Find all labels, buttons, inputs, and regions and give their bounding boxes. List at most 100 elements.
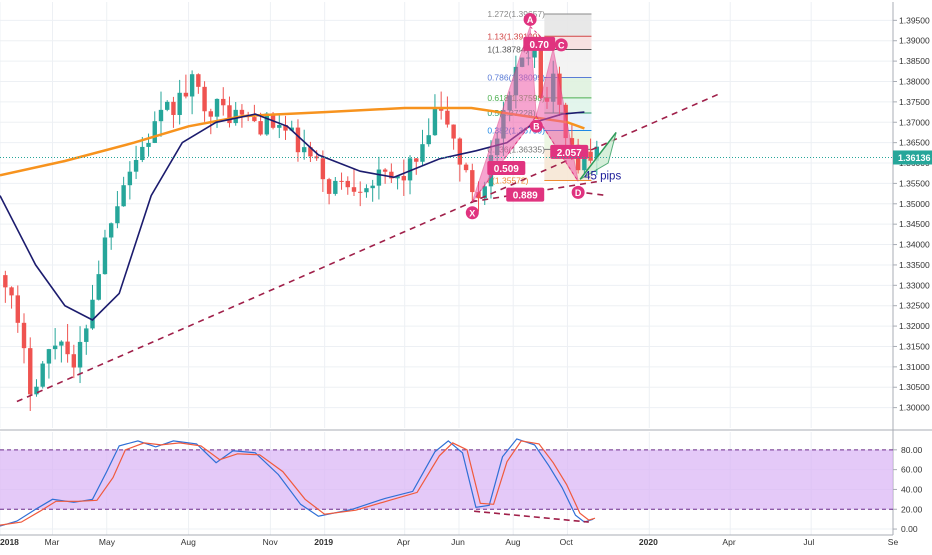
- time-tick-label: Jul: [803, 537, 814, 547]
- pips-annotation: 45 pips: [584, 170, 621, 182]
- candle-body: [395, 176, 400, 179]
- price-tick-label: 1.38500: [899, 56, 930, 66]
- price-tick-label: 1.32000: [899, 321, 930, 331]
- projection-arrow: [579, 131, 617, 180]
- time-tick-label: Mar: [45, 537, 60, 547]
- pattern-point-label: B: [533, 122, 540, 132]
- candle-body: [426, 135, 431, 145]
- candle-body: [339, 180, 344, 182]
- pattern-point-x: X: [465, 206, 479, 220]
- stochastic-tick-label: 80.00: [901, 445, 923, 455]
- candle-body: [326, 179, 332, 194]
- ratio-tag-text: 0.889: [513, 191, 538, 202]
- price-tick-label: 1.33000: [899, 280, 930, 290]
- pattern-point-badge: [571, 185, 585, 199]
- time-axis: 2018 Mar May Aug Nov 2019 Apr Jun Aug Oct 2020 Apr J…: [0, 534, 898, 547]
- stochastic-tick-label: 0.00: [901, 524, 918, 534]
- candle-body: [127, 171, 133, 186]
- price-tick-label: 1.32500: [899, 301, 930, 311]
- candle-body: [9, 287, 14, 296]
- ratio-tag-box: [487, 160, 526, 175]
- candle-body: [401, 176, 407, 181]
- candle-body: [588, 151, 593, 161]
- candle-body: [351, 187, 357, 192]
- candle-body: [438, 108, 444, 111]
- candle-body: [165, 101, 170, 110]
- candle-body: [214, 98, 220, 117]
- candle-body: [108, 223, 114, 238]
- candle-body: [451, 124, 456, 139]
- candle-body: [594, 146, 600, 161]
- candle-body: [364, 188, 369, 193]
- candle-body: [463, 164, 469, 171]
- price-tick-label: 1.35500: [899, 178, 930, 188]
- price-tick-label: 1.30000: [899, 403, 930, 413]
- candle-body: [283, 124, 288, 131]
- pattern-point-label: C: [558, 40, 565, 50]
- time-tick-label: Apr: [397, 537, 410, 547]
- price-tick-label: 1.38000: [899, 76, 930, 86]
- candle-body: [177, 92, 182, 115]
- ratio-tag-text: 0.509: [494, 164, 519, 175]
- time-tick-label: Aug: [505, 537, 520, 547]
- fibonacci-level-label: 0(1.35572): [487, 175, 528, 185]
- candle-body: [52, 345, 58, 350]
- projection-target: 45 pips: [579, 131, 621, 182]
- candle-body: [582, 151, 587, 171]
- candle-body: [389, 171, 394, 179]
- candle-body: [84, 328, 89, 342]
- current-price-tag: 1.36136: [893, 150, 932, 165]
- trendline-dashed: [16, 92, 720, 403]
- candle-body: [264, 113, 270, 135]
- candle-body: [482, 186, 487, 199]
- fibonacci-level-label: 1.13(1.39109): [487, 31, 540, 41]
- candle-body: [202, 86, 207, 112]
- candle-body: [171, 101, 176, 115]
- fibonacci-level-label: 1(1.38784): [487, 45, 528, 55]
- harmonic-ratio-tag: 0.70: [523, 36, 556, 51]
- candle-body: [59, 341, 64, 346]
- ratio-tag-box: [523, 36, 556, 51]
- candle-body: [308, 147, 313, 157]
- price-tick-label: 1.31500: [899, 341, 930, 351]
- axis-background: [893, 0, 932, 550]
- price-tick-label: 1.39500: [899, 15, 930, 25]
- harmonic-pattern: 0.509 0.70 2.057 0.889 X A B C D45 pips: [465, 12, 621, 220]
- candle-body: [28, 348, 33, 395]
- time-tick-label: 2020: [639, 537, 658, 547]
- candle-body: [414, 158, 419, 162]
- price-tick-label: 1.35000: [899, 199, 930, 209]
- stochastic-tick-label: 20.00: [901, 504, 923, 514]
- price-tick-label: 1.36500: [899, 138, 930, 148]
- harmonic-ratio-tag: 2.057: [550, 144, 589, 159]
- price-tick-label: 1.31000: [899, 362, 930, 372]
- candle-body: [77, 341, 83, 368]
- time-tick-label: 2018: [0, 537, 19, 547]
- time-tick-label: Jun: [451, 537, 465, 547]
- candle-body: [90, 299, 95, 329]
- time-tick-label: Aug: [181, 537, 196, 547]
- pattern-point-label: X: [469, 208, 475, 218]
- candle-body: [289, 127, 294, 131]
- candle-body: [376, 169, 382, 186]
- candle-body: [457, 138, 463, 165]
- ratio-tag-box: [550, 144, 589, 159]
- candle-body: [333, 180, 338, 194]
- candle-body: [445, 110, 450, 125]
- harmonic-ratio-tag: 0.509: [487, 160, 526, 175]
- price-tick-label: 1.34500: [899, 219, 930, 229]
- candle-body: [21, 322, 27, 349]
- candle-body: [140, 146, 145, 161]
- current-price-tag-box: [893, 150, 932, 165]
- pattern-point-label: A: [527, 15, 534, 25]
- candle-body: [34, 386, 39, 395]
- stochastic-d-line: [0, 440, 596, 526]
- harmonic-triangle-xab: [471, 26, 537, 203]
- candle-body: [227, 105, 232, 124]
- pattern-point-badge: [465, 206, 479, 220]
- fibonacci-level-label: 0.236(1.36335): [487, 144, 545, 154]
- price-tick-label: 1.37500: [899, 97, 930, 107]
- candle-body: [569, 138, 575, 145]
- price-tick-label: 1.33500: [899, 260, 930, 270]
